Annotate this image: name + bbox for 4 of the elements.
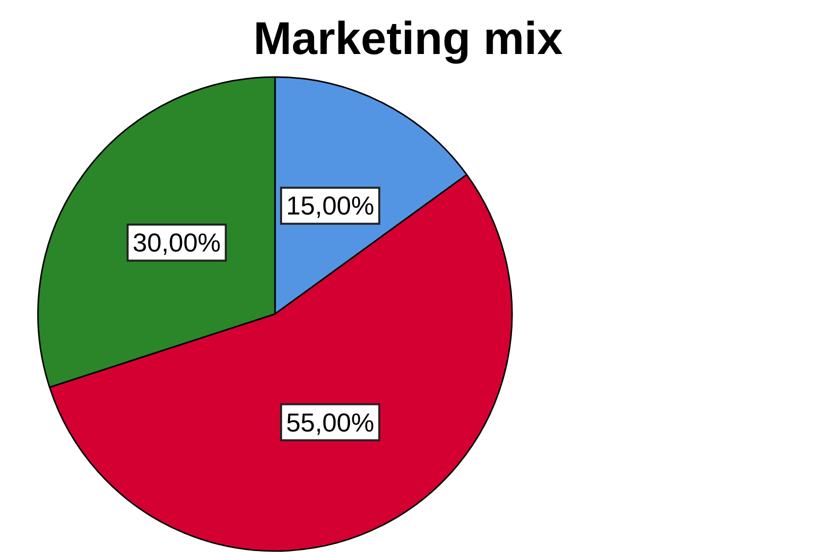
data-label: 15,00%	[286, 190, 374, 221]
data-label: 55,00%	[286, 407, 374, 438]
data-label: 30,00%	[132, 228, 221, 258]
chart-title: Marketing mix	[253, 12, 564, 64]
